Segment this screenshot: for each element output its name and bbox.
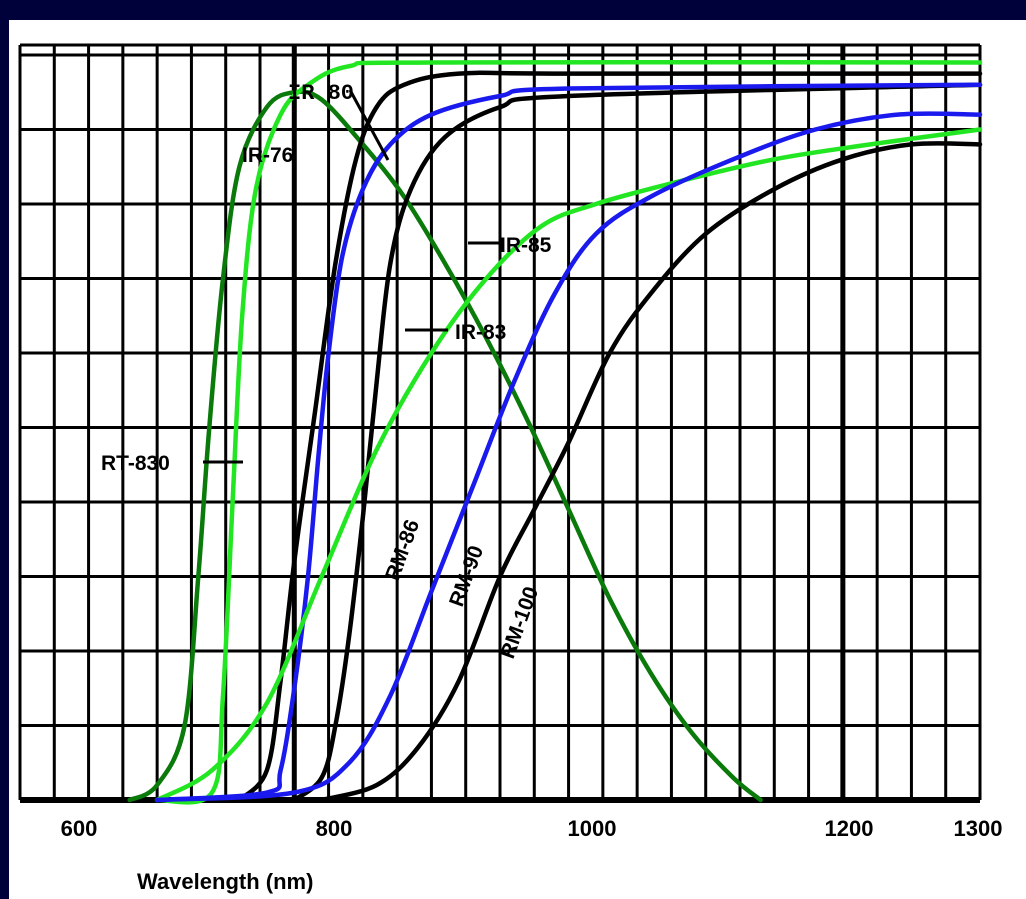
chart-grid xyxy=(18,43,982,803)
slide-frame-top xyxy=(0,0,1026,20)
x-tick-label: 1000 xyxy=(568,816,617,841)
curve-ir-80 xyxy=(237,70,983,803)
x-tick-label: 1200 xyxy=(825,816,874,841)
label-ir-76: IR-76 xyxy=(242,144,293,167)
chart-curves xyxy=(127,59,983,805)
slide-frame-left xyxy=(0,0,9,899)
x-tick-label: 600 xyxy=(61,816,98,841)
x-tick-label: 1300 xyxy=(954,816,1003,841)
label-leaders xyxy=(203,89,500,464)
curve-rm-86 xyxy=(154,127,983,803)
x-tick-labels: 600 800 1000 1200 1300 xyxy=(61,816,1003,841)
label-ir-83: IR-83 xyxy=(455,321,506,344)
label-ir-85: IR-85 xyxy=(500,234,552,257)
label-rm-86: RM-86 xyxy=(381,517,424,584)
label-leader-line xyxy=(348,89,390,161)
x-tick-label: 800 xyxy=(316,816,353,841)
curve-rm-90 xyxy=(154,111,983,803)
label-ir-80: IR 80 xyxy=(288,81,354,106)
x-axis-label: Wavelength (nm) xyxy=(137,869,313,894)
curve-ir-85 xyxy=(154,82,983,803)
curve-rt-830 xyxy=(127,89,763,803)
curve-ir-83 xyxy=(292,82,983,803)
curve-ir-76 xyxy=(154,59,983,805)
curve-rm-100 xyxy=(319,141,983,803)
label-rt-830: RT-830 xyxy=(101,452,170,475)
